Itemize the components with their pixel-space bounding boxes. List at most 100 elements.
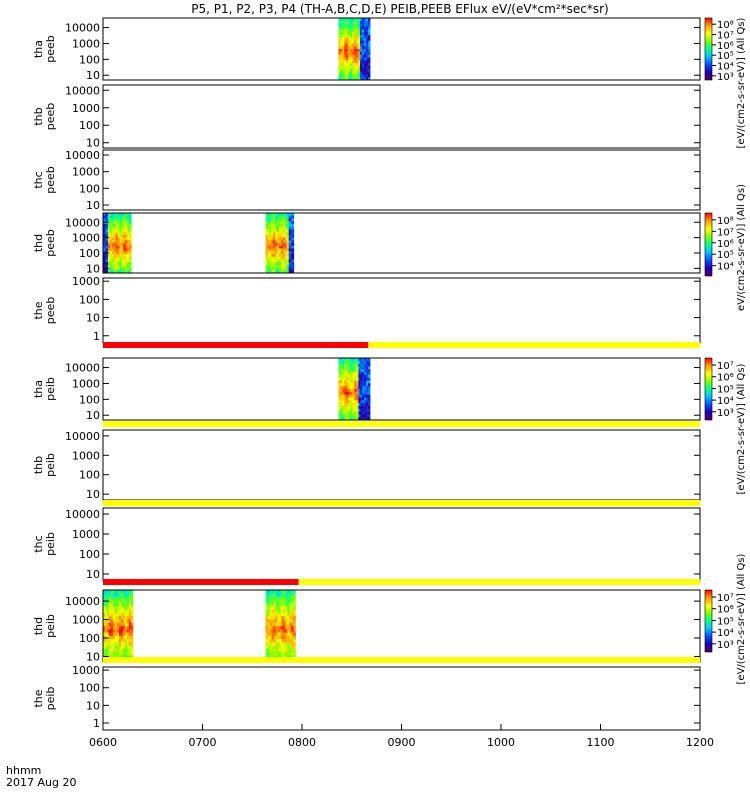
spectrogram-cell <box>354 400 357 404</box>
spectrogram-cell <box>364 54 367 58</box>
spectrogram-cell <box>348 414 351 418</box>
spectrogram-cell <box>287 593 290 597</box>
spectrogram-cell <box>108 612 112 617</box>
spectrogram-cell <box>103 593 106 597</box>
spectrogram-cell <box>350 408 353 412</box>
spectrogram-cell <box>291 603 294 607</box>
spectrogram-cell <box>342 366 345 370</box>
spectrogram-cell <box>105 259 109 263</box>
spectrogram-cell <box>360 63 363 67</box>
spectrogram-cell <box>106 629 110 633</box>
y-tick-label: 100 <box>79 393 100 406</box>
spectrogram-cell <box>107 223 111 228</box>
spectrogram-cell <box>109 215 113 219</box>
spectrogram-cell <box>366 369 369 373</box>
spectrogram-cell <box>109 264 113 268</box>
spectrogram-cell <box>130 645 134 650</box>
spectrogram-cell <box>111 256 115 260</box>
spectrogram-cell <box>114 603 118 607</box>
spectrogram-cell <box>280 215 284 219</box>
spectrogram-cell <box>354 417 357 421</box>
spectrogram-cell <box>119 240 122 244</box>
spectrogram-cell <box>283 632 286 637</box>
spectrogram-cell <box>346 51 349 56</box>
spectrogram-cell <box>364 414 367 418</box>
spectrogram-cell <box>121 234 124 238</box>
spectrogram-cell <box>291 635 294 640</box>
spectrogram-cell <box>354 46 357 50</box>
spectrogram-cell <box>109 223 113 228</box>
spectrogram-cell <box>291 262 295 266</box>
spectrogram-cell <box>277 635 280 640</box>
spectrogram-cell <box>273 223 276 228</box>
spectrogram-segment <box>360 18 371 81</box>
spectrogram-cell <box>348 405 351 410</box>
panel-frame <box>102 507 701 581</box>
spectrogram-cell <box>352 18 355 22</box>
spectrogram-cell <box>358 405 361 410</box>
spectrogram-cell <box>267 262 270 266</box>
spectrogram-cell <box>127 245 130 249</box>
spectrogram-cell <box>120 626 124 630</box>
spectrogram-cell <box>271 245 274 249</box>
spectrogram-cell <box>368 57 371 61</box>
spectrogram-cell <box>284 245 288 249</box>
spectrogram-cell <box>107 253 111 258</box>
spectrogram-cell <box>121 223 124 228</box>
spectrogram-cell <box>346 54 349 58</box>
spectrogram-cell <box>348 32 351 36</box>
spectrogram-segment <box>107 213 132 274</box>
spectrogram-cell <box>364 32 367 36</box>
chart-title: P5, P1, P2, P3, P4 (TH-A,B,C,D,E) PEIB,P… <box>191 2 608 16</box>
spectrogram-cell <box>275 609 278 614</box>
spectrogram-cell <box>291 221 295 225</box>
spectrogram-cell <box>338 65 341 70</box>
spectrogram-cell <box>126 606 130 611</box>
spectrogram-cell <box>271 215 274 219</box>
spectrogram-cell <box>105 213 109 217</box>
spectrogram-cell <box>364 77 367 81</box>
spectrogram-cell <box>368 18 371 22</box>
spectrogram-cell <box>362 386 365 390</box>
spectrogram-cell <box>356 43 359 47</box>
spectrogram-cell <box>112 635 116 640</box>
spectrogram-cell <box>344 63 347 67</box>
spectrogram-cell <box>267 635 270 640</box>
spectrogram-cell <box>288 229 292 233</box>
spectrogram-cell <box>366 386 369 390</box>
spectrogram-cell <box>340 372 343 376</box>
spectrogram-cell <box>293 639 296 643</box>
spectrogram-cell <box>106 612 110 617</box>
spectrogram-cell <box>362 377 365 381</box>
spectrogram-cell <box>267 270 270 274</box>
spectrogram-cell <box>118 635 122 640</box>
spectrogram-cell <box>130 612 134 617</box>
spectrogram-cell <box>267 248 270 252</box>
spectrogram-cell <box>282 223 286 228</box>
spectrogram-cell <box>109 256 113 260</box>
spectrogram-cell <box>340 366 343 370</box>
spectrogram-cell <box>358 34 361 39</box>
spectrogram-cell <box>121 262 124 266</box>
spectrogram-cell <box>120 648 124 653</box>
spectrogram-cell <box>344 383 347 387</box>
spectrogram-cell <box>291 645 294 650</box>
spectrogram-cell <box>121 215 124 219</box>
spectrogram-cell <box>338 389 341 393</box>
spectrogram-cell <box>128 606 132 611</box>
spectrogram-cell <box>354 51 357 56</box>
spectrogram-cell <box>342 394 345 398</box>
spectrogram-cell <box>269 259 272 263</box>
spectrogram-cell <box>288 226 292 230</box>
x-tick-label: 0700 <box>189 736 217 749</box>
spectrogram-cell <box>107 218 111 222</box>
spectrogram-segment <box>265 590 296 663</box>
spectrogram-cell <box>269 619 272 624</box>
spectrogram-cell <box>356 37 359 41</box>
spectrogram-cell <box>366 37 369 41</box>
spectrogram-cell <box>286 270 290 274</box>
spectrogram-cell <box>124 632 128 637</box>
spectrogram-cell <box>269 612 272 617</box>
y-tick-label: 10 <box>86 699 100 712</box>
